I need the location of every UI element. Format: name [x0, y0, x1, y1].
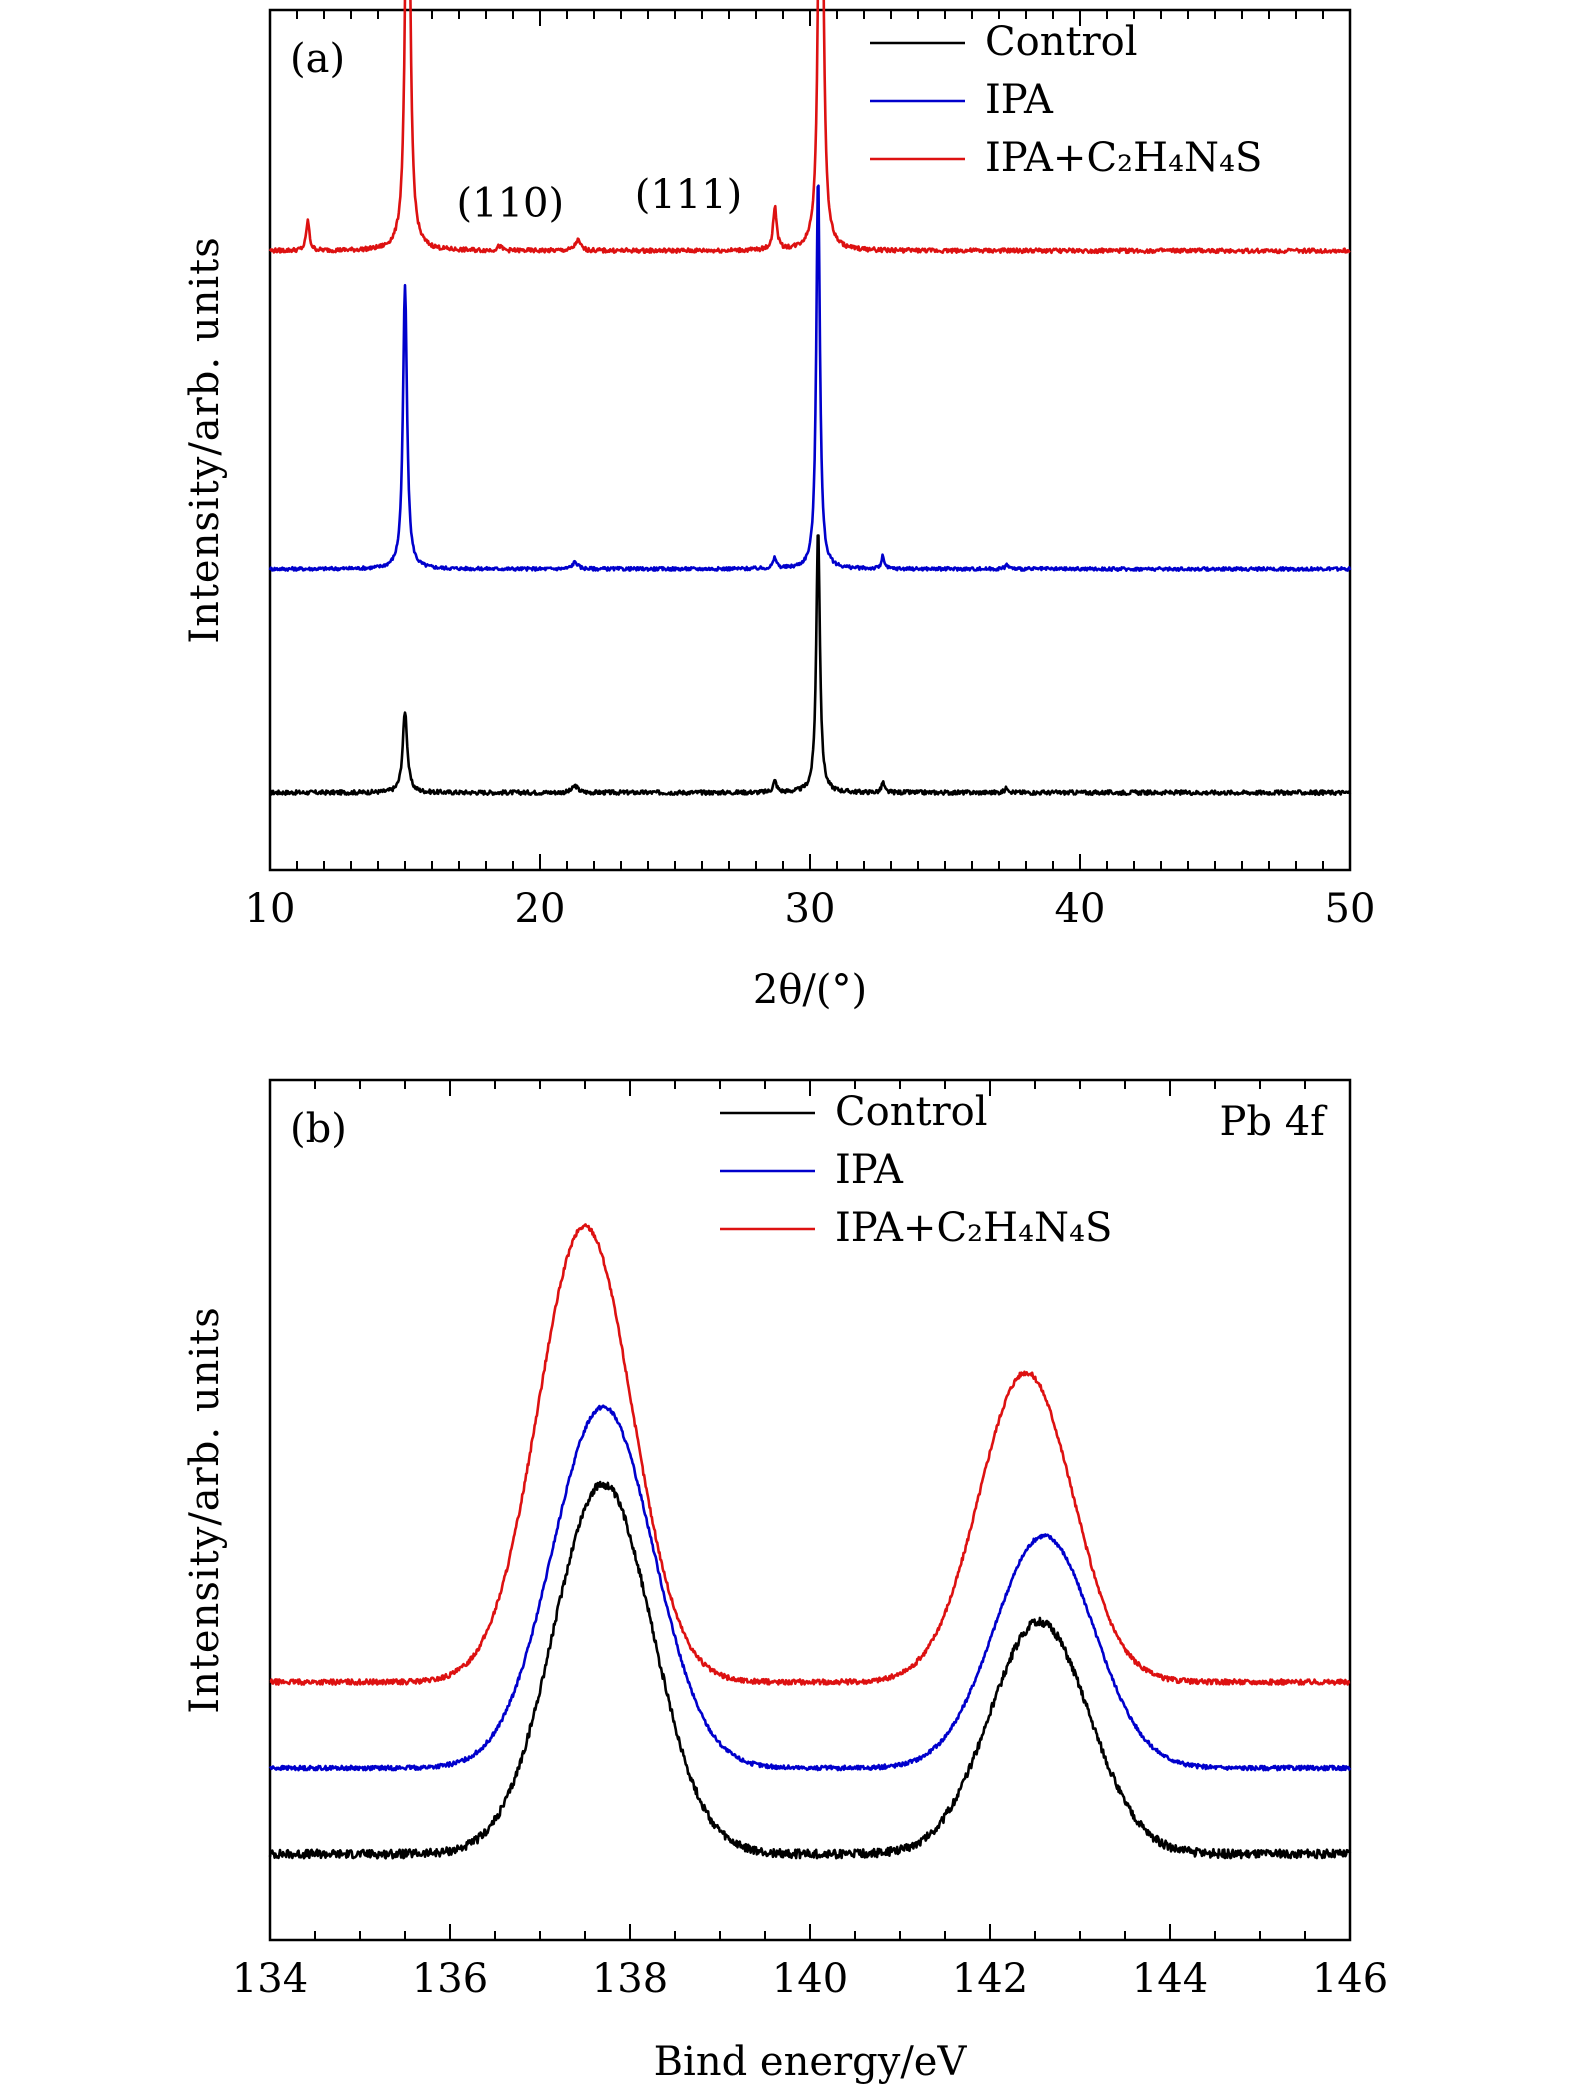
panel-b-x-tick-labels: 134 136 138 140 142 144 146 [232, 1956, 1388, 2002]
panel-b-label: (b) [290, 1106, 347, 1152]
x-tick-label: 146 [1312, 1956, 1388, 2002]
panel-a-x-tick-labels: 10 20 30 40 50 [245, 886, 1376, 932]
panel-b-core-level-note: Pb 4f [1220, 1099, 1329, 1145]
panel-b-x-ticks [269, 1080, 1351, 1940]
x-tick-label: 138 [592, 1956, 668, 2002]
series-line [268, 1404, 1352, 1772]
panel-b-y-axis-label: Intensity/arb. units [182, 1306, 228, 1713]
x-tick-label: 50 [1325, 886, 1376, 932]
legend-label: Control [985, 19, 1138, 65]
series-line [268, 1480, 1352, 1860]
panel-a-label: (a) [290, 36, 345, 82]
panel-b-legend: Control IPA IPA+C₂H₄N₄S [720, 1089, 1112, 1251]
peak-annotation: (111) [635, 172, 743, 218]
panel-a-series-group [268, 0, 1352, 797]
legend-label: IPA [985, 77, 1054, 123]
x-tick-label: 142 [952, 1956, 1028, 2002]
series-line [269, 534, 1352, 797]
series-line [269, 1223, 1351, 1686]
x-tick-label: 20 [515, 886, 566, 932]
x-tick-label: 134 [232, 1956, 308, 2002]
x-tick-label: 30 [785, 886, 836, 932]
x-tick-label: 136 [412, 1956, 488, 2002]
legend-label: IPA [835, 1147, 904, 1193]
legend-label: Control [835, 1089, 988, 1135]
series-line [268, 0, 1351, 255]
x-tick-label: 40 [1055, 886, 1106, 932]
peak-annotation: (110) [457, 180, 565, 226]
panel-b-series-group [268, 1223, 1352, 1860]
x-tick-label: 140 [772, 1956, 848, 2002]
legend-label: IPA+C₂H₄N₄S [985, 135, 1262, 181]
panel-b-frame [268, 1078, 1352, 1942]
panel-a-peak-annotations: (100)(200)(110)(111) [457, 172, 743, 227]
x-tick-label: 10 [245, 886, 296, 932]
panel-b-xps-chart: 134 136 138 140 142 144 146 (b) Pb 4f Intensit… [182, 1078, 1388, 2085]
series-line [268, 184, 1352, 573]
panel-a-y-axis-label: Intensity/arb. units [182, 236, 228, 643]
panel-a-legend: Control IPA IPA+C₂H₄N₄S [870, 19, 1262, 181]
legend-label: IPA+C₂H₄N₄S [835, 1205, 1112, 1251]
x-tick-label: 144 [1132, 1956, 1208, 2002]
panel-a-x-axis-label: 2θ/(°) [753, 967, 867, 1013]
panel-b-x-axis-label: Bind energy/eV [654, 2039, 968, 2085]
